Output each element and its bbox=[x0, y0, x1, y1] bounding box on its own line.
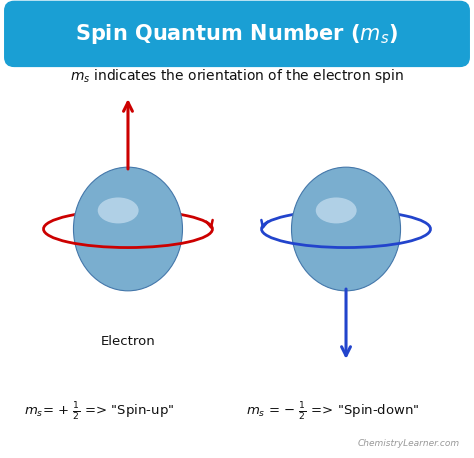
Text: Electron: Electron bbox=[100, 334, 155, 348]
Ellipse shape bbox=[292, 167, 401, 291]
Ellipse shape bbox=[316, 197, 356, 224]
Text: $m_s$= + $\frac{1}{2}$ => "Spin-up": $m_s$= + $\frac{1}{2}$ => "Spin-up" bbox=[24, 401, 174, 423]
Text: $m_s$ = $-$ $\frac{1}{2}$ => "Spin-down": $m_s$ = $-$ $\frac{1}{2}$ => "Spin-down" bbox=[246, 401, 420, 423]
Text: Spin Quantum Number ($\mathit{m_s}$): Spin Quantum Number ($\mathit{m_s}$) bbox=[75, 22, 399, 46]
Text: ChemistryLearner.com: ChemistryLearner.com bbox=[358, 439, 460, 448]
Ellipse shape bbox=[73, 167, 182, 291]
Ellipse shape bbox=[98, 197, 138, 224]
FancyBboxPatch shape bbox=[5, 1, 469, 66]
Text: $m_s$ indicates the orientation of the electron spin: $m_s$ indicates the orientation of the e… bbox=[70, 66, 404, 85]
